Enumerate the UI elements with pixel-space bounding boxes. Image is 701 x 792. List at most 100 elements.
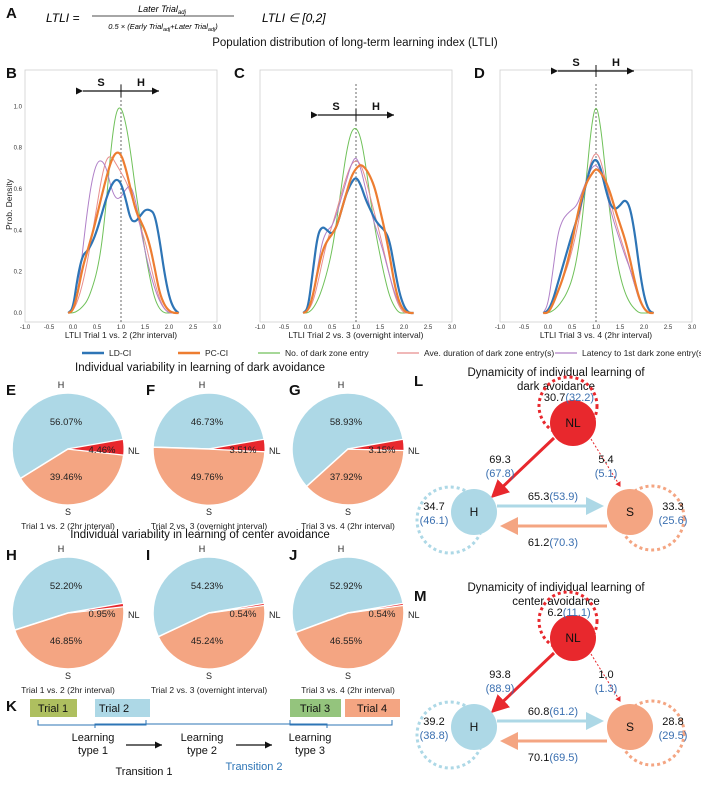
trial-1-label: Trial 1 xyxy=(38,703,68,715)
pie-chart-g: H S NL 58.93% 37.92% 3.15% Trial 3 vs. 4 (2hr … xyxy=(291,380,420,531)
pie-chart-f: H S NL 46.73% 49.76% 3.51% Trial 2 vs. 3 (over… xyxy=(151,380,281,531)
pie-value-nl: 0.54% xyxy=(230,609,257,620)
pie-value-h: 58.93% xyxy=(330,417,363,428)
label-h: H xyxy=(137,77,145,89)
pie-letter-h: H xyxy=(338,544,345,554)
learning-type-1-l1: Learning xyxy=(72,732,115,744)
pie-value-h: 46.73% xyxy=(191,417,224,428)
x-tick-label: 1.5 xyxy=(616,325,625,331)
formula-lhs: LTLI = xyxy=(46,11,79,25)
network-title-line2: center avoidance xyxy=(512,596,600,608)
center-title: Individual variability in learning of ce… xyxy=(70,529,330,541)
self-s-value-alt: (29.5) xyxy=(659,730,688,742)
x-tick-label: 0.0 xyxy=(304,325,313,331)
pie-letter-h: H xyxy=(58,380,65,390)
panel-label-e: E xyxy=(6,382,16,399)
learning-type-2-l1: Learning xyxy=(181,732,224,744)
self-h-value-alt: (38.8) xyxy=(420,730,449,742)
distribution-title: Population distribution of long-term lea… xyxy=(212,37,498,49)
y-tick-label: 0.4 xyxy=(14,228,23,234)
x-tick-label: 1.0 xyxy=(592,325,601,331)
x-tick-label: 2.0 xyxy=(400,325,409,331)
x-tick-label: 0.5 xyxy=(328,325,337,331)
s-to-h-value: 70.1(69.5) xyxy=(528,752,578,764)
node-h-label: H xyxy=(470,720,479,734)
series-line-latency-to-1st-dark-zone-entry-s- xyxy=(303,157,414,314)
nl-to-h-value: 93.8 xyxy=(489,669,510,681)
y-axis-label: Prob. Density xyxy=(4,178,14,230)
nl-to-s-value: 5.4 xyxy=(598,454,613,466)
x-tick-label: -1.0 xyxy=(495,325,506,331)
pie-slice-s xyxy=(157,604,266,670)
transition-1-label: Transition 1 xyxy=(115,766,172,778)
x-tick-label: 1.5 xyxy=(376,325,385,331)
panel-label-a: A xyxy=(6,5,17,22)
pie-letter-h: H xyxy=(58,544,65,554)
pie-value-nl: 3.15% xyxy=(369,445,396,456)
pie-value-nl: 0.95% xyxy=(89,609,116,620)
y-tick-label: 0.6 xyxy=(14,187,23,193)
bracket-3 xyxy=(289,720,393,726)
pie-slice-nl xyxy=(208,438,266,453)
pie-value-h: 56.07% xyxy=(50,417,83,428)
formula-numerator: Later Trialadj xyxy=(138,4,187,16)
pie-slice-h xyxy=(152,556,266,638)
self-h-value: 39.2 xyxy=(423,716,444,728)
panel-label-i: I xyxy=(146,547,150,564)
series-line-pc-ci xyxy=(67,151,179,315)
panel-label-h: H xyxy=(6,547,17,564)
trial-4-label: Trial 4 xyxy=(357,703,387,715)
self-nl-value: 6.2(11.1) xyxy=(547,607,590,619)
label-h: H xyxy=(372,101,380,113)
pie-letter-h: H xyxy=(199,544,206,554)
density-chart-b: 0.0 0.2 0.4 0.6 0.8 1.0 -1.0 -0.5 0.0 0.5 1.0 1.5 2.… xyxy=(4,69,222,340)
pie-value-h: 52.92% xyxy=(330,581,363,592)
node-nl-label: NL xyxy=(565,416,581,430)
pie-slice-s xyxy=(152,446,266,507)
pie-slice-s xyxy=(305,448,405,506)
self-loop-nl xyxy=(537,590,599,652)
x-tick-label: -0.5 xyxy=(519,325,530,331)
x-tick-label: 0.5 xyxy=(93,325,102,331)
label-h: H xyxy=(612,57,620,69)
self-h-value-alt: (46.1) xyxy=(420,515,449,527)
pie-caption: Trial 3 vs. 4 (2hr interval) xyxy=(301,685,395,695)
pie-letter-s: S xyxy=(65,671,71,681)
pie-chart-i: H S NL 54.23% 45.24% 0.54% Trial 2 vs. 3 (over… xyxy=(151,544,281,695)
node-h-label: H xyxy=(470,505,479,519)
legend-item: Latency to 1st dark zone entry(s) xyxy=(582,348,701,358)
bracket-1 xyxy=(37,720,147,726)
node-nl-label: NL xyxy=(565,631,581,645)
network-title-line2: dark avoidance xyxy=(517,381,595,393)
pie-letter-s: S xyxy=(345,671,351,681)
trial-3-box xyxy=(290,699,341,717)
learning-type-3-l2: type 3 xyxy=(295,745,325,757)
self-s-value: 28.8 xyxy=(662,716,683,728)
node-nl xyxy=(550,615,596,661)
panel-label-j: J xyxy=(289,547,297,564)
series-line-ld-ci xyxy=(302,177,414,315)
series-line-ld-ci xyxy=(542,158,655,315)
x-tick-label: 1.0 xyxy=(352,325,361,331)
pie-value-s: 49.76% xyxy=(191,472,224,483)
pie-chart-e: H S NL 56.07% 39.46% 4.46% Trial 1 vs. 2 (2hr … xyxy=(11,380,140,531)
series-line-no-of-dark-zone-entry xyxy=(543,107,654,314)
trial-2-box xyxy=(95,699,150,717)
transition-networks: L Dynamicity of individual learning of dar… xyxy=(414,367,688,770)
density-chart-c: -1.0 -0.5 0.0 0.5 1.0 1.5 2.0 2.5 3.0 LTLI Trial … xyxy=(255,69,457,340)
nl-to-h-value-alt: (67.8) xyxy=(486,468,515,480)
network-title-line1: Dynamicity of individual learning of xyxy=(467,582,645,594)
node-s xyxy=(607,704,653,750)
pie-value-nl: 0.54% xyxy=(369,609,396,620)
y-tick-label: 0.8 xyxy=(14,146,23,152)
pie-letter-nl: NL xyxy=(128,610,140,620)
network-title-line1: Dynamicity of individual learning of xyxy=(467,367,645,379)
trial-4-box xyxy=(345,699,400,717)
panel-label-d: D xyxy=(474,65,485,82)
learning-type-3-l1: Learning xyxy=(289,732,332,744)
pie-charts: H S NL 56.07% 39.46% 4.46% Trial 1 vs. 2 (2hr … xyxy=(11,380,420,695)
pie-slice-h xyxy=(11,392,125,480)
pie-caption: Trial 1 vs. 2 (2hr interval) xyxy=(21,685,115,695)
panel-k-timeline: Trial 1 Trial 2 Trial 3 Trial 4 Learning… xyxy=(30,699,400,778)
self-loop-nl xyxy=(537,375,599,437)
